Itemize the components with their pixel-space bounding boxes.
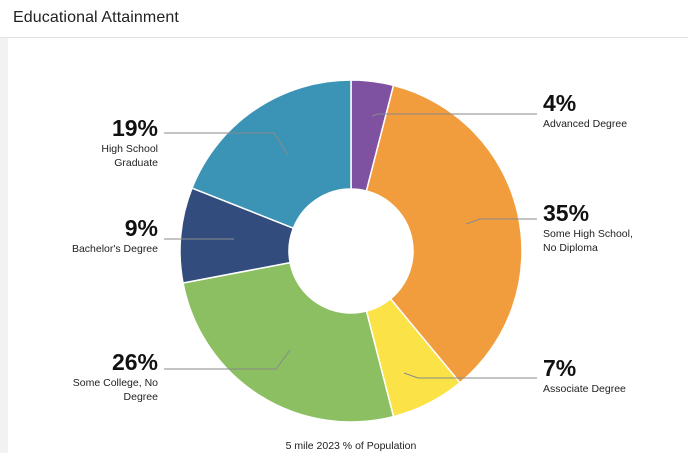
slice-label-advanced-degree: Advanced Degree: [543, 118, 627, 130]
slice-label-some-college-no-degree: Some College, No: [73, 377, 158, 389]
leader-line-some-high-school-no-diploma: [465, 218, 537, 225]
donut-slice-some-high-school-no-diploma[interactable]: [365, 84, 523, 384]
leader-line-advanced-degree: [371, 113, 537, 117]
card-title: Educational Attainment: [13, 9, 179, 26]
slice-label-high-school-graduate: High School: [101, 143, 158, 155]
slice-percent-advanced-degree: 4%: [543, 90, 576, 116]
slice-percent-some-college-no-degree: 26%: [112, 349, 158, 375]
slice-label-bachelor-s-degree: Bachelor's Degree: [72, 243, 158, 255]
slice-percent-bachelor-s-degree: 9%: [125, 215, 158, 241]
card-header: Educational Attainment: [0, 0, 688, 38]
slice-percent-high-school-graduate: 19%: [112, 115, 158, 141]
chart-caption: 5 mile 2023 % of Population: [286, 440, 417, 452]
slice-percent-some-high-school-no-diploma: 35%: [543, 200, 589, 226]
leader-line-associate-degree: [403, 372, 537, 379]
donut-slices: [179, 79, 523, 423]
leader-line-some-college-no-degree: [164, 349, 291, 370]
donut-labels: 4% Advanced Degree 35% Some High School, No …: [72, 90, 633, 403]
slice-percent-associate-degree: 7%: [543, 355, 576, 381]
slice-label-some-high-school-no-diploma: Some High School,: [543, 228, 633, 240]
slice-label-associate-degree: Associate Degree: [543, 383, 626, 395]
slice-label-high-school-graduate: Graduate: [114, 157, 158, 169]
donut-slice-high-school-graduate[interactable]: [191, 79, 352, 230]
leader-line-high-school-graduate: [164, 132, 289, 156]
left-edge-rule: [0, 38, 8, 453]
slice-label-some-college-no-degree: Degree: [124, 391, 159, 403]
slice-label-some-high-school-no-diploma: No Diploma: [543, 242, 598, 254]
donut-slice-some-college-no-degree[interactable]: [182, 261, 395, 423]
